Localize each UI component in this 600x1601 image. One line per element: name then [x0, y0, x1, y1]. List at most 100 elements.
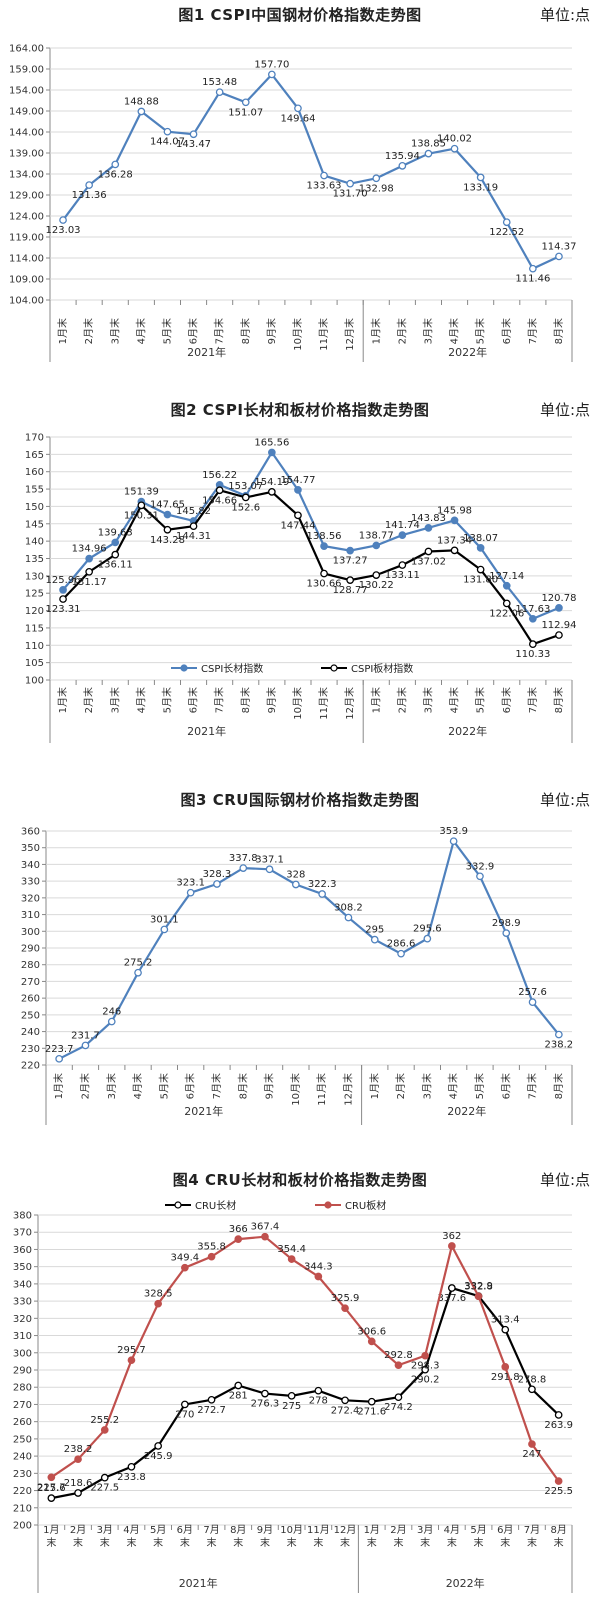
data-label: 278.8 — [518, 1374, 547, 1385]
series-line — [51, 1286, 560, 1500]
data-point — [394, 1361, 403, 1370]
legend-label: CRU板材 — [345, 1199, 386, 1212]
data-label: 337.8 — [229, 853, 258, 864]
data-label: 332.9 — [466, 861, 495, 872]
data-label: 291.8 — [491, 1372, 520, 1383]
data-point — [320, 171, 328, 180]
data-point — [398, 531, 407, 539]
data-label: 257.6 — [518, 987, 547, 998]
data-label: 144.07 — [150, 137, 185, 148]
data-label: 247 — [522, 1449, 541, 1460]
x-tick-label: 10月末 — [291, 318, 304, 351]
x-tick-label: 1月末 — [56, 318, 69, 344]
y-tick-label: 270 — [21, 977, 40, 988]
x-tick-label: 7月末 — [526, 1073, 539, 1099]
y-tick-label: 140 — [25, 537, 44, 548]
x-tick-label: 1月末 — [364, 1524, 380, 1549]
data-point — [346, 576, 354, 584]
x-tick-label: 6月末 — [500, 318, 513, 344]
data-point — [421, 1365, 429, 1374]
y-tick-label: 240 — [21, 1027, 40, 1038]
data-label: 156.22 — [202, 470, 237, 481]
data-point — [554, 1477, 563, 1485]
x-tick-label: 8月末 — [552, 687, 565, 713]
x-tick-label: 6月末 — [184, 1073, 197, 1099]
data-point — [367, 1397, 376, 1406]
cru-long-flat-chart: 200 210 220 230 240 250 260 270 280 290 300 310 320 3… — [13, 1199, 573, 1593]
x-tick-label: 7月末 — [213, 687, 226, 713]
data-label: 227.7 — [37, 1482, 66, 1493]
y-tick-label: 150 — [25, 502, 44, 513]
y-tick-label: 109.00 — [9, 275, 44, 286]
y-tick-label: 300 — [13, 1348, 32, 1359]
x-tick-label: 7月末 — [213, 318, 226, 344]
x-tick-label: 3月末 — [421, 687, 434, 713]
data-label: 306.6 — [357, 1326, 386, 1337]
data-point — [261, 1389, 269, 1398]
x-tick-label: 7月末 — [524, 1524, 540, 1549]
data-point — [239, 864, 248, 872]
data-label: 286.6 — [387, 939, 416, 950]
y-tick-label: 160 — [25, 467, 44, 478]
x-tick-label: 1月末 — [43, 1524, 59, 1549]
data-point — [476, 565, 485, 574]
y-tick-label: 220 — [13, 1486, 32, 1497]
data-point — [346, 179, 354, 188]
x-tick-label: 10月末 — [291, 687, 304, 720]
data-point — [344, 913, 353, 922]
data-point — [314, 1272, 323, 1281]
data-label: 367.4 — [251, 1222, 280, 1233]
legend-marker — [330, 664, 338, 672]
y-tick-label: 340 — [13, 1279, 32, 1290]
x-tick-label: 2月末 — [82, 318, 95, 344]
legend-label: CSPI长材指数 — [201, 662, 263, 675]
x-tick-label: 8月末 — [239, 318, 252, 344]
x-tick-label: 6月末 — [500, 687, 513, 713]
data-point — [85, 567, 94, 576]
y-tick-label: 134.00 — [9, 170, 44, 181]
data-label: 133.19 — [463, 182, 498, 193]
data-point — [74, 1455, 82, 1464]
data-point — [450, 546, 459, 555]
y-tick-label: 340 — [21, 860, 40, 871]
data-point — [186, 888, 195, 897]
data-label: 238.2 — [545, 1040, 574, 1051]
data-label: 137.34 — [437, 535, 472, 546]
unit-label: 单位:点 — [539, 6, 590, 24]
x-tick-label: 6月末 — [499, 1073, 512, 1099]
y-tick-label: 280 — [21, 960, 40, 971]
x-tick-label: 2月末 — [394, 1073, 407, 1099]
data-point — [287, 1255, 296, 1263]
data-point — [528, 264, 537, 273]
x-tick-label: 6月末 — [177, 1524, 193, 1549]
data-label: 125.96 — [46, 575, 81, 586]
data-label: 295.7 — [117, 1345, 146, 1356]
x-tick-label: 3月末 — [420, 1073, 433, 1099]
data-label: 278 — [309, 1396, 328, 1407]
y-tick-label: 290 — [13, 1366, 32, 1377]
y-tick-label: 210 — [13, 1503, 32, 1514]
data-point — [59, 216, 67, 224]
data-point — [265, 865, 274, 874]
data-label: 272.4 — [331, 1405, 360, 1416]
legend-label: CRU长材 — [195, 1199, 236, 1212]
data-point — [421, 1351, 429, 1360]
data-label: 147.44 — [280, 520, 315, 531]
data-point — [241, 98, 250, 107]
data-point — [127, 1356, 136, 1365]
x-tick-label: 9月末 — [265, 318, 278, 344]
data-label: 274.2 — [384, 1402, 413, 1413]
data-label: 290.2 — [411, 1375, 440, 1386]
y-tick-label: 330 — [21, 877, 40, 888]
data-point — [213, 880, 221, 888]
data-label: 153.48 — [202, 77, 237, 88]
y-tick-label: 164.00 — [9, 44, 44, 55]
x-tick-label: 7月末 — [526, 318, 539, 344]
data-point — [294, 511, 302, 520]
cru-chart: 220 230 240 250 260 270 280 290 300 310 320 330 340 3… — [21, 826, 574, 1125]
data-label: 270 — [175, 1409, 194, 1420]
data-point — [346, 546, 354, 555]
x-tick-label: 4月末 — [123, 1524, 139, 1549]
legend-marker — [174, 1201, 182, 1209]
data-point — [81, 1041, 90, 1050]
